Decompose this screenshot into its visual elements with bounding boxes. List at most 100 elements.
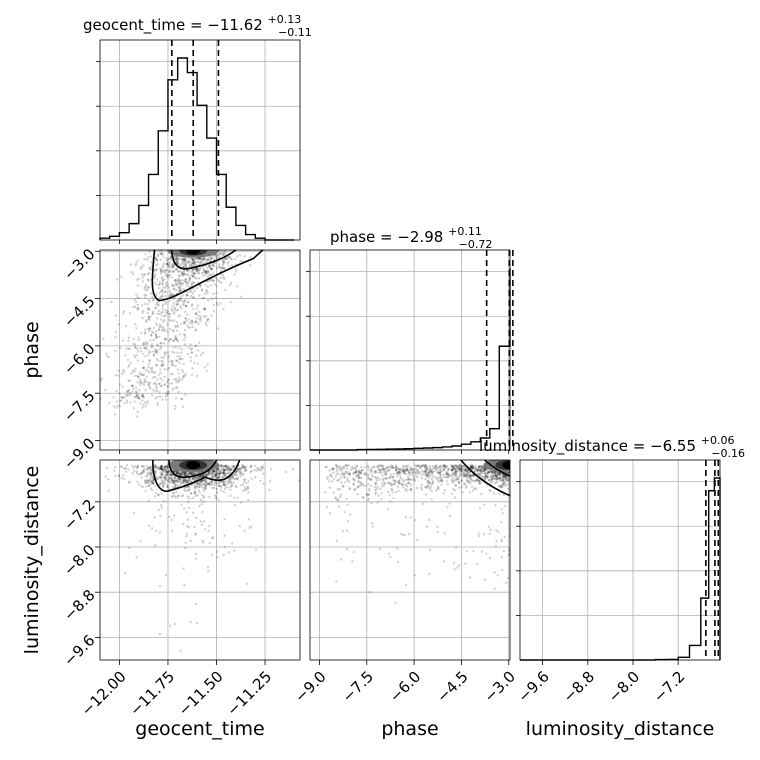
sample-point — [474, 465, 477, 468]
sample-point — [206, 271, 209, 274]
sample-point — [506, 479, 509, 483]
sample-point — [193, 472, 196, 476]
sample-point — [150, 479, 153, 482]
sample-point — [454, 470, 457, 474]
sample-point — [221, 267, 224, 270]
sample-point — [486, 477, 489, 480]
sample-point — [477, 532, 480, 535]
sample-point — [390, 483, 393, 486]
sample-point — [186, 282, 189, 285]
sample-point — [207, 471, 211, 474]
sample-point — [176, 329, 179, 333]
sample-point — [336, 479, 339, 482]
sample-point — [168, 340, 171, 343]
sample-point — [184, 277, 187, 281]
sample-point — [197, 482, 200, 485]
sample-point — [476, 468, 480, 471]
sample-point — [512, 469, 514, 471]
sample-point — [363, 473, 366, 476]
frame-2d — [99, 249, 301, 451]
sample-point — [144, 355, 147, 358]
sample-point — [195, 287, 199, 290]
sample-point — [196, 257, 200, 260]
sample-point — [211, 475, 215, 478]
xlabel-phase: phase — [381, 718, 438, 740]
y-tick-label-phase: −6.0 — [60, 340, 98, 378]
sample-point — [174, 283, 178, 287]
sample-point — [203, 257, 207, 260]
sample-point — [195, 317, 198, 320]
sample-point — [147, 365, 150, 369]
sample-point — [406, 468, 409, 472]
sample-point — [161, 310, 165, 314]
sample-point — [196, 362, 200, 365]
sample-point — [227, 470, 230, 473]
sample-point — [136, 359, 139, 362]
sample-point — [417, 469, 420, 472]
sample-point — [330, 475, 334, 478]
sample-point — [191, 496, 194, 500]
sample-point — [165, 471, 168, 474]
sample-point — [498, 477, 501, 481]
sample-point — [161, 480, 164, 483]
sample-point — [161, 320, 165, 323]
sample-point — [202, 307, 206, 311]
sample-point — [210, 483, 214, 486]
sample-point — [144, 283, 148, 287]
sample-point — [218, 481, 221, 485]
sample-point — [473, 480, 477, 483]
sample-point — [429, 474, 432, 477]
sample-point — [179, 270, 182, 273]
sample-point — [131, 464, 134, 467]
x-tick-label-phase: −3.0 — [480, 668, 518, 706]
sample-point — [487, 471, 490, 474]
sample-point — [165, 484, 169, 487]
sample-point — [143, 257, 146, 261]
sample-point — [437, 471, 440, 474]
sample-point — [143, 347, 146, 350]
sample-point — [199, 476, 202, 479]
sample-point — [356, 486, 359, 489]
sample-point — [194, 344, 198, 347]
sample-point — [168, 312, 172, 316]
sample-point — [229, 468, 232, 471]
sample-point — [180, 271, 184, 275]
x-tick-label-phase: −7.5 — [339, 668, 377, 706]
sample-point — [147, 318, 150, 321]
sample-point — [124, 354, 127, 357]
sample-point — [433, 476, 437, 479]
sample-point — [183, 478, 186, 481]
sample-point — [196, 304, 199, 307]
sample-point — [126, 389, 130, 392]
sample-point — [136, 480, 139, 483]
sample-point — [466, 479, 469, 482]
sample-point — [206, 363, 209, 366]
sample-point — [224, 473, 227, 476]
sample-point — [195, 516, 198, 520]
sample-point — [494, 473, 497, 476]
sample-point — [223, 469, 226, 472]
sample-point — [378, 547, 382, 550]
sample-point — [141, 406, 144, 409]
sample-point — [191, 258, 194, 261]
sample-point — [428, 466, 431, 469]
sample-point — [205, 481, 208, 484]
sample-point — [162, 363, 165, 366]
sample-point — [169, 472, 172, 475]
sample-point — [136, 296, 139, 299]
sample-point — [143, 273, 146, 276]
sample-point — [124, 467, 128, 470]
sample-point — [490, 478, 493, 481]
sample-point — [171, 270, 175, 273]
sample-point — [161, 279, 165, 283]
sample-point — [394, 601, 397, 604]
sample-point — [141, 311, 144, 314]
sample-point — [168, 260, 172, 264]
sample-point — [197, 269, 201, 273]
sample-point — [163, 315, 166, 318]
sample-point — [374, 481, 377, 484]
sample-point — [495, 470, 498, 474]
sample-point — [135, 327, 138, 330]
sample-point — [172, 287, 175, 291]
sample-point — [407, 471, 411, 474]
